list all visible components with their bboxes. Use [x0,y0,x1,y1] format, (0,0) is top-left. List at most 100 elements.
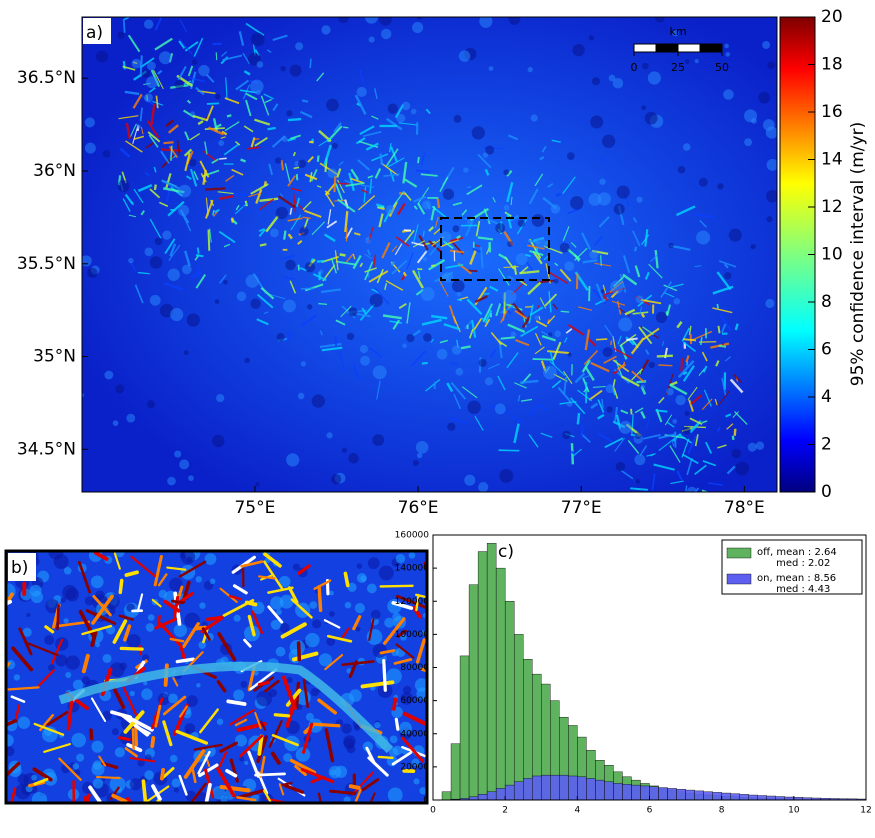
zoom-streak [218,751,228,768]
map-streak [205,187,226,191]
map-streak [576,412,581,425]
zoom-speckle [72,679,84,691]
map-streak [620,409,629,415]
map-streak [125,140,143,153]
map-streak [477,153,492,169]
lon-tick-label: 75°E [234,498,275,518]
map-streak [366,249,371,256]
map-streak [465,217,475,237]
zoom-speckle [31,792,48,802]
map-speckle [144,247,154,257]
map-speckle [255,482,260,487]
map-streak [685,361,689,366]
zoom-streak [396,629,407,638]
map-streak [231,217,234,223]
zoom-streak [382,659,387,692]
map-streak [595,283,605,303]
map-streak [573,254,580,262]
zoom-streak [179,645,186,660]
map-streak [671,440,675,447]
zoom-streak [130,555,156,578]
map-streak [614,437,626,452]
legend-label: on, mean : 8.56 med : 4.43 [757,573,836,595]
map-streak [726,465,736,475]
map-streak [124,193,134,205]
map-streak [429,243,440,256]
zoom-speckle [195,576,202,583]
zoom-streak [278,783,285,796]
map-streak [295,173,299,181]
map-streak [547,182,554,188]
map-streak [473,318,483,330]
map-streak [500,336,515,340]
map-streak [333,175,337,193]
zoom-streak [10,787,17,802]
map-speckle [162,230,172,240]
map-streak [562,370,573,385]
map-streak [287,175,296,187]
map-speckle [359,344,369,354]
map-streak [456,234,462,240]
map-streak [620,469,634,480]
map-streak [350,168,360,181]
zoom-speckle [109,662,125,678]
zoom-speckle [204,553,217,565]
map-streak [486,217,499,225]
map-speckle [766,158,777,171]
map-streak [205,197,209,216]
zoom-streak [324,653,344,671]
bar [658,787,668,801]
zoom-streak [175,657,195,664]
map-streak [322,264,336,282]
map-streak [505,303,523,311]
zoom-speckle [366,583,377,594]
lon-tick-label: 76°E [398,498,439,518]
zoom-streak [7,719,18,727]
zoom-streak [150,736,156,749]
zoom-streak [354,788,362,802]
map-streak [525,253,531,258]
map-streak [717,325,721,334]
zoom-speckle [173,623,187,638]
map-streak [474,295,488,303]
map-streak [318,302,328,306]
y-tick-label: 100000 [395,630,430,640]
zoom-speckle [326,637,336,646]
map-streak [669,383,688,396]
zoom-speckle [7,734,14,747]
map-streak [204,141,208,155]
zoom-streak [415,593,426,599]
zoom-speckle [400,634,407,641]
panel-label: a) [86,23,103,43]
bar [523,778,533,801]
bar [631,784,641,801]
map-streak [129,123,137,138]
map-streak [642,326,654,336]
map-streak [529,306,544,316]
map-streak [355,137,366,145]
zoom-streak [259,755,266,778]
map-streak [734,323,739,331]
zoom-speckle [92,760,103,770]
map-speckle [214,299,220,304]
map-streak [287,233,293,240]
zoom-streak [317,792,322,802]
zoom-speckle [283,753,293,763]
map-speckle [190,111,196,117]
bar [703,791,713,801]
map-streak [428,259,446,271]
map-streak [193,37,204,57]
y-tick-label: 20000 [400,762,429,772]
map-streak [489,285,499,292]
map-streak [653,463,675,471]
map-streak [202,169,207,185]
map-speckle [117,31,125,39]
map-streak [359,125,375,136]
map-streak [511,416,525,424]
map-streak [686,457,693,476]
map-speckle [672,418,678,424]
map-speckle [559,242,570,253]
map-streak [323,144,332,167]
map-speckle [338,17,349,24]
map-streak [484,309,493,324]
